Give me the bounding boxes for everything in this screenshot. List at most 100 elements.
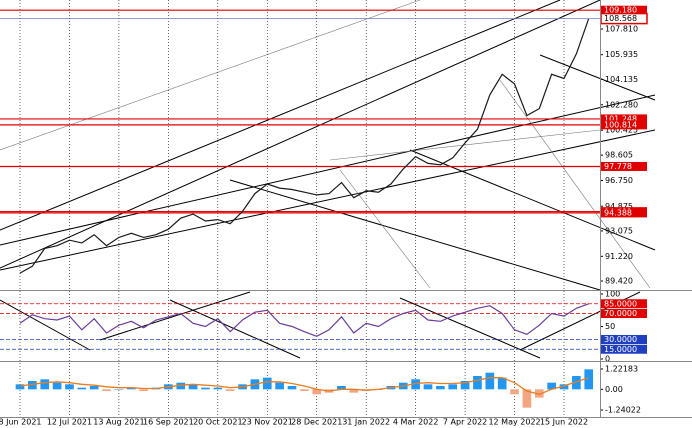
histogram-bar <box>460 381 470 390</box>
level-label: 30.0000 <box>604 335 637 344</box>
y-tick-label: 50 <box>605 322 615 331</box>
histogram-bar <box>15 384 25 390</box>
x-tick-label: 12 Jul 2021 <box>47 418 92 427</box>
y-tick-label: 100.425 <box>605 126 638 135</box>
x-tick-label: 16 Sep 2021 <box>143 418 194 427</box>
histogram-bar <box>176 382 186 390</box>
x-tick-label: 13 Aug 2021 <box>93 418 144 427</box>
histogram-bar <box>225 389 235 391</box>
x-tick-label: 20 Oct 2021 <box>193 418 242 427</box>
y-tick-label: 89.420 <box>605 277 633 286</box>
price-line <box>19 18 590 274</box>
histogram-bar <box>77 387 87 390</box>
level-label: 15.0000 <box>604 345 637 354</box>
histogram-bar <box>28 381 37 390</box>
trendline <box>169 299 301 359</box>
price-line <box>19 303 589 337</box>
histogram-bar <box>188 384 198 390</box>
histogram-bar <box>52 382 62 390</box>
x-tick-label: 7 Apr 2022 <box>443 418 487 427</box>
y-tick-label: 105.935 <box>605 50 638 59</box>
trendline <box>0 94 656 246</box>
level-label: 70.0000 <box>604 309 637 318</box>
x-tick-label: 4 Mar 2022 <box>393 418 439 427</box>
histogram-bar <box>287 386 297 390</box>
y-tick-label: 91.220 <box>605 252 633 261</box>
histogram-bar <box>485 372 495 390</box>
level-label-box <box>601 5 647 15</box>
level-label-box <box>601 344 647 354</box>
x-tick-label: 23 Nov 2021 <box>242 418 293 427</box>
histogram-bar <box>559 384 569 390</box>
histogram-bar <box>497 377 507 390</box>
y-tick-label: 96.750 <box>605 176 633 185</box>
trendline <box>0 0 561 231</box>
y-tick-label: 104.135 <box>605 75 638 84</box>
level-label-box <box>601 208 647 218</box>
trendline <box>339 169 431 289</box>
y-tick-label: 100 <box>605 290 620 299</box>
y-tick-label: 98.605 <box>605 151 633 160</box>
histogram-bar <box>534 389 544 398</box>
histogram-bar <box>201 387 210 390</box>
level-label-box <box>601 335 647 344</box>
histogram-bar <box>65 384 74 390</box>
x-tick-label: 31 Jan 2022 <box>342 418 390 427</box>
level-label-box <box>601 114 647 124</box>
x-tick-label: 15 Jun 2022 <box>540 418 588 427</box>
histogram-bar <box>473 376 482 390</box>
level-label-box <box>601 299 647 309</box>
histogram-bar <box>411 379 420 390</box>
histogram-bar <box>300 389 309 391</box>
trendline <box>0 0 601 269</box>
histogram-bar <box>448 384 458 390</box>
histogram-bar <box>40 379 50 390</box>
level-label: 101.248 <box>604 114 637 123</box>
signal-line <box>19 377 589 395</box>
y-tick-label: 93.075 <box>605 226 633 235</box>
y-tick-label: -1.24022 <box>605 406 641 415</box>
x-tick-label: 12 May 2022 <box>488 418 540 427</box>
trendline <box>229 179 601 291</box>
y-tick-label: 0 <box>605 355 610 364</box>
level-label: 109.180 <box>604 6 637 15</box>
trendline <box>0 129 656 271</box>
trendline <box>99 291 251 341</box>
last-price-label: 108.568 <box>604 14 637 23</box>
level-label: 97.778 <box>604 162 632 171</box>
level-label-box <box>601 120 647 130</box>
y-tick-label: 102.280 <box>605 100 638 109</box>
histogram-bar <box>139 389 148 391</box>
trendline <box>0 299 91 351</box>
x-tick-label: 8 Jun 2021 <box>0 418 42 427</box>
histogram-bar <box>312 389 322 395</box>
histogram-bar <box>510 389 519 395</box>
histogram-bar <box>213 387 223 390</box>
trendline <box>539 54 656 101</box>
histogram-bar <box>584 369 594 390</box>
level-label-box <box>601 161 647 171</box>
histogram-bar <box>436 386 445 390</box>
level-label: 94.388 <box>604 208 632 217</box>
histogram-bar <box>547 382 556 390</box>
y-tick-label: 107.810 <box>605 24 638 33</box>
histogram-bar <box>572 376 581 390</box>
histogram-bar <box>522 389 532 408</box>
histogram-bar <box>423 384 433 390</box>
histogram-bar <box>262 377 272 390</box>
histogram-bar <box>126 387 136 390</box>
level-label-box <box>601 309 647 318</box>
y-tick-label: 1.22183 <box>605 364 638 373</box>
histogram-bar <box>275 382 284 390</box>
histogram-bar <box>114 389 124 390</box>
y-tick-label: 0.00 <box>605 385 623 394</box>
x-tick-label: 28 Dec 2021 <box>291 418 342 427</box>
histogram-bar <box>337 386 346 390</box>
y-tick-label: 94.875 <box>605 202 633 211</box>
level-label: 100.814 <box>604 120 637 129</box>
histogram-bar <box>349 389 359 393</box>
histogram-bar <box>102 389 111 391</box>
histogram-bar <box>89 386 99 390</box>
